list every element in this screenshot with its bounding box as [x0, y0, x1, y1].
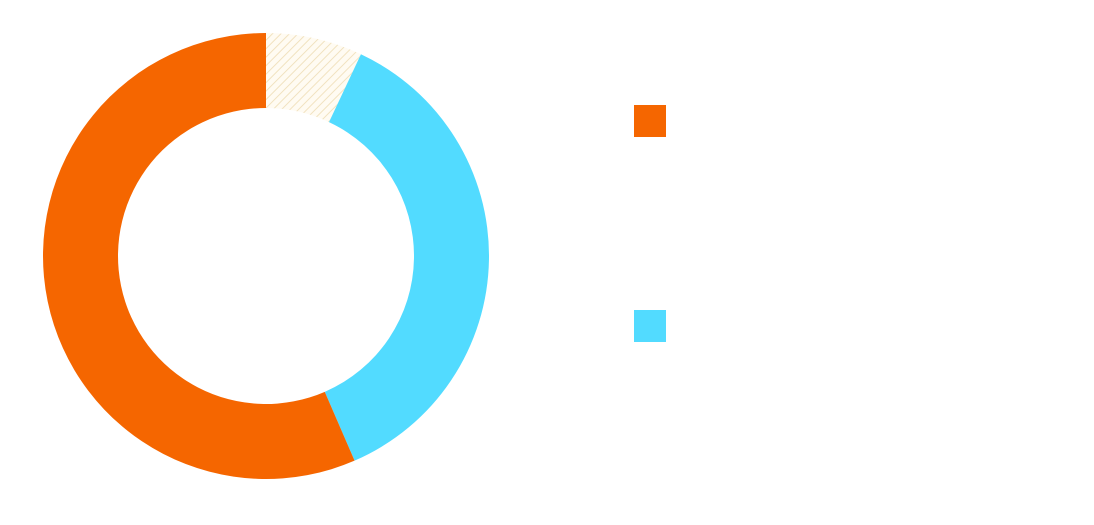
legend [634, 105, 666, 342]
donut-slices [43, 33, 489, 479]
donut-slice-1 [43, 33, 355, 479]
donut-slice-2 [324, 54, 489, 461]
donut-slice-3 [266, 33, 361, 123]
legend-swatch-2 [634, 310, 666, 342]
legend-swatch-1 [634, 105, 666, 137]
